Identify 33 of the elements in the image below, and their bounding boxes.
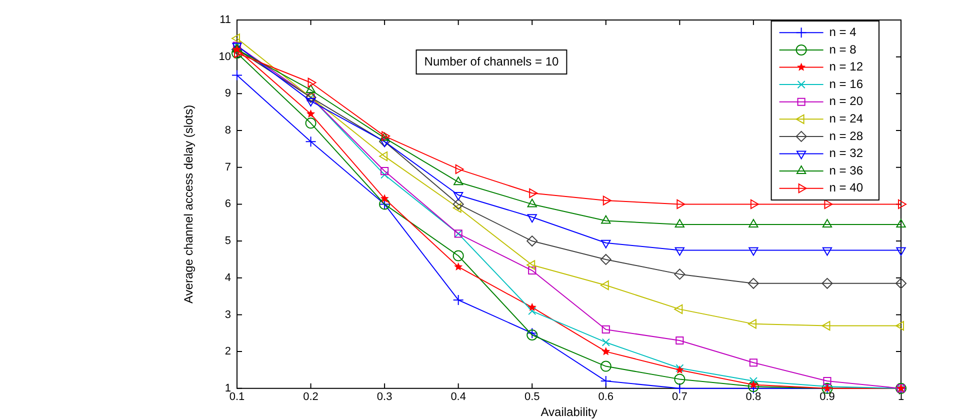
legend-label: n = 12 <box>829 60 864 74</box>
annotation: Number of channels = 10 <box>424 54 560 68</box>
y-tick-label: 3 <box>224 308 231 321</box>
legend-label: n = 24 <box>829 111 864 126</box>
x-tick-label: 0.5 <box>524 391 540 404</box>
legend-label: n = 28 <box>829 128 864 143</box>
y-tick-label: 5 <box>224 235 231 248</box>
legend-label: n = 36 <box>829 163 864 178</box>
legend-label: n = 16 <box>829 76 864 91</box>
y-tick-label: 6 <box>224 198 231 210</box>
x-tick-label: 0.8 <box>746 391 762 404</box>
y-tick-label: 10 <box>218 50 231 63</box>
y-tick-label: 2 <box>224 346 231 358</box>
x-axis-title: Availability <box>540 405 598 420</box>
legend-label: n = 20 <box>829 94 864 108</box>
y-tick-label: 4 <box>224 272 231 284</box>
y-tick-label: 1 <box>224 382 231 394</box>
x-tick-label: 0.4 <box>450 391 466 404</box>
legend-label: n = 40 <box>829 180 864 195</box>
x-tick-label: 0.1 <box>229 391 245 404</box>
legend-label: n = 32 <box>829 146 864 160</box>
y-tick-label: 8 <box>224 124 231 137</box>
x-tick-label: 0.7 <box>672 391 688 404</box>
x-tick-label: 0.9 <box>820 391 835 404</box>
legend-label: n = 8 <box>829 42 857 56</box>
y-axis-title: Average channel access delay (slots) <box>182 104 196 304</box>
y-tick-label: 9 <box>224 88 231 100</box>
y-tick-label: 11 <box>220 14 231 26</box>
x-tick-label: 0.2 <box>303 391 318 404</box>
x-tick-label: 0.3 <box>376 391 392 404</box>
legend-label: n = 4 <box>829 24 857 39</box>
x-tick-label: 0.6 <box>598 391 614 404</box>
y-tick-label: 7 <box>224 161 231 174</box>
